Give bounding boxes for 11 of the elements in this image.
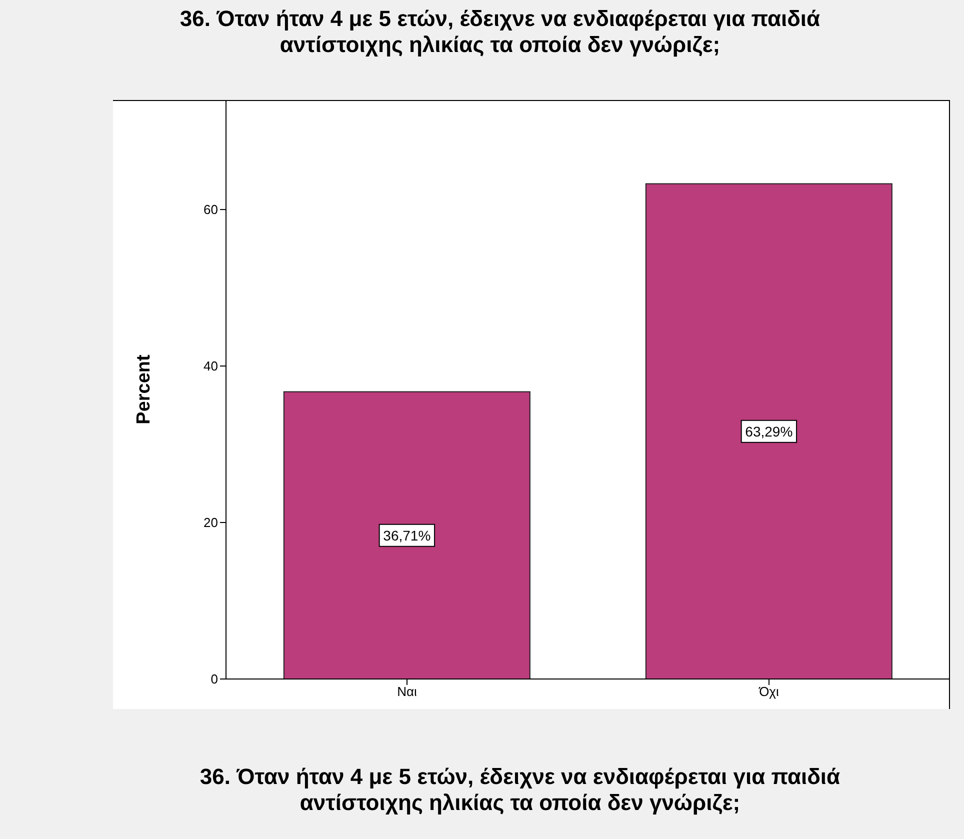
data-label: 36,71%: [383, 527, 431, 544]
x-tick-label: Όχι: [758, 684, 779, 700]
y-axis-title: Percent: [134, 354, 155, 424]
y-tick-label: 20: [204, 515, 218, 530]
x-axis-title: 36. Όταν ήταν 4 με 5 ετών, έδειχνε να ενδιαφέρεται για παιδιά αντίστοιχης ηλικίας τα οποία δεν γνώριζε;: [198, 764, 842, 816]
chart-title: 36. Όταν ήταν 4 με 5 ετών, έδειχνε να ενδιαφέρεται για παιδιά αντίστοιχης ηλικίας τα οποία δεν γνώριζε;: [178, 6, 822, 58]
y-tick-label: 60: [204, 202, 218, 218]
x-tick-label: Ναι: [397, 684, 418, 700]
y-tick-label: 40: [204, 358, 218, 374]
y-tick-label: 0: [210, 672, 218, 687]
data-label: 63,29%: [745, 423, 793, 440]
